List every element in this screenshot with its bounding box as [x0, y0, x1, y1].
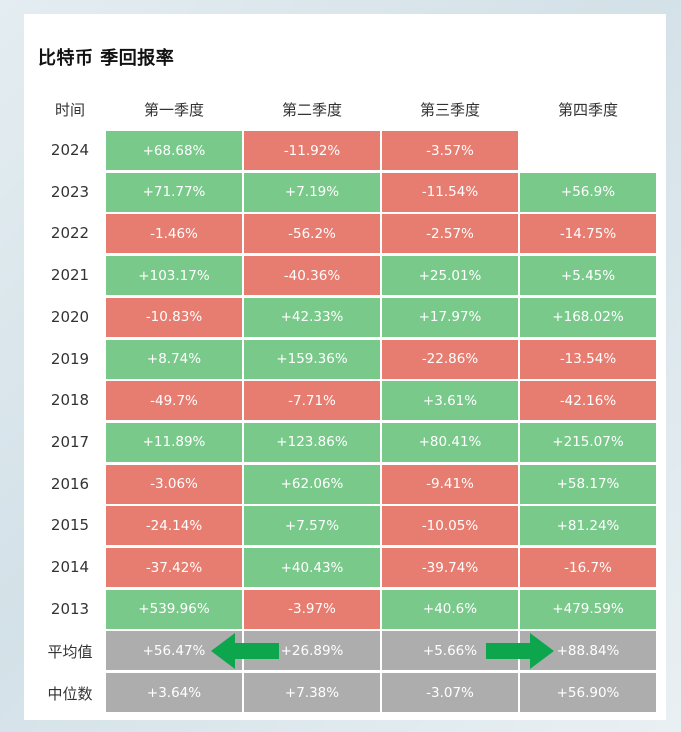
return-cell: +159.36%: [244, 339, 380, 379]
return-cell: -3.97%: [244, 589, 380, 629]
return-cell: +123.86%: [244, 422, 380, 462]
return-cell: +11.89%: [106, 422, 242, 462]
return-cell: -24.14%: [106, 506, 242, 546]
summary-cell: +56.90%: [520, 673, 656, 713]
column-header-q1: 第一季度: [143, 101, 204, 119]
return-cell: -3.06%: [106, 464, 242, 504]
returns-table-panel: 比特币 季回报率 时间 第一季度 第二季度 第三季度 第四季度 2024 +68.68% -…: [24, 14, 666, 720]
return-cell: -16.7%: [520, 548, 656, 587]
year-label: 2019: [50, 349, 90, 368]
arrow-right-icon: [486, 633, 554, 670]
return-cell: -9.41%: [382, 464, 518, 504]
return-cell: -1.46%: [106, 214, 242, 254]
return-cell: +71.77%: [106, 172, 242, 212]
summary-cell: -3.07%: [382, 673, 518, 713]
return-cell: +68.68%: [106, 131, 242, 170]
return-cell: +40.6%: [382, 589, 518, 629]
return-cell: +81.24%: [520, 506, 656, 546]
return-cell: +168.02%: [520, 297, 656, 337]
return-cell: +58.17%: [520, 464, 656, 504]
return-cell: -11.54%: [382, 172, 518, 212]
return-cell: +7.19%: [244, 172, 380, 212]
table-title: 比特币 季回报率: [38, 48, 175, 69]
return-cell: +539.96%: [106, 589, 242, 629]
year-label: 2024: [50, 141, 90, 159]
return-cell: -3.57%: [382, 131, 518, 170]
year-label: 2022: [50, 224, 90, 243]
year-label: 2018: [50, 391, 90, 410]
return-cell: +5.45%: [520, 256, 656, 296]
return-cell: -13.54%: [520, 339, 656, 379]
summary-cell: +7.38%: [244, 673, 380, 713]
year-label: 2021: [50, 266, 90, 285]
column-header-q3: 第三季度: [419, 101, 480, 119]
column-header-q4: 第四季度: [557, 101, 618, 119]
return-cell: +479.59%: [520, 589, 656, 629]
year-label: 2013: [50, 599, 90, 618]
return-cell: -40.36%: [244, 256, 380, 296]
arrow-left-icon: [211, 633, 279, 670]
return-cell: +25.01%: [382, 256, 518, 296]
year-label: 2017: [50, 432, 90, 451]
return-cell: +215.07%: [520, 422, 656, 462]
return-cell: +3.61%: [382, 381, 518, 421]
return-cell: -22.86%: [382, 339, 518, 379]
column-header-q2: 第二季度: [281, 101, 342, 119]
return-cell: -39.74%: [382, 548, 518, 587]
return-cell: +56.9%: [520, 172, 656, 212]
return-cell: -10.05%: [382, 506, 518, 546]
return-cell: -37.42%: [106, 548, 242, 587]
return-cell: +80.41%: [382, 422, 518, 462]
return-cell: +62.06%: [244, 464, 380, 504]
summary-row-label: 中位数: [47, 685, 93, 704]
return-cell: -10.83%: [106, 297, 242, 337]
return-cell: +40.43%: [244, 548, 380, 587]
summary-row-label: 平均值: [47, 643, 93, 662]
return-cell: -56.2%: [244, 214, 380, 254]
return-cell: +7.57%: [244, 506, 380, 546]
return-cell: +17.97%: [382, 297, 518, 337]
year-label: 2016: [50, 474, 90, 493]
year-label: 2015: [50, 516, 90, 535]
year-label: 2023: [50, 182, 90, 201]
return-cell: +42.33%: [244, 297, 380, 337]
return-cell: -14.75%: [520, 214, 656, 254]
return-cell: -42.16%: [520, 381, 656, 421]
return-cell: -11.92%: [244, 131, 380, 170]
return-cell: +103.17%: [106, 256, 242, 296]
row-header-label: 时间: [54, 101, 85, 119]
return-cell: +8.74%: [106, 339, 242, 379]
year-label: 2014: [50, 558, 90, 576]
return-cell: -7.71%: [244, 381, 380, 421]
summary-cell: +3.64%: [106, 673, 242, 713]
year-label: 2020: [50, 307, 90, 326]
return-cell: -49.7%: [106, 381, 242, 421]
return-cell: -2.57%: [382, 214, 518, 254]
